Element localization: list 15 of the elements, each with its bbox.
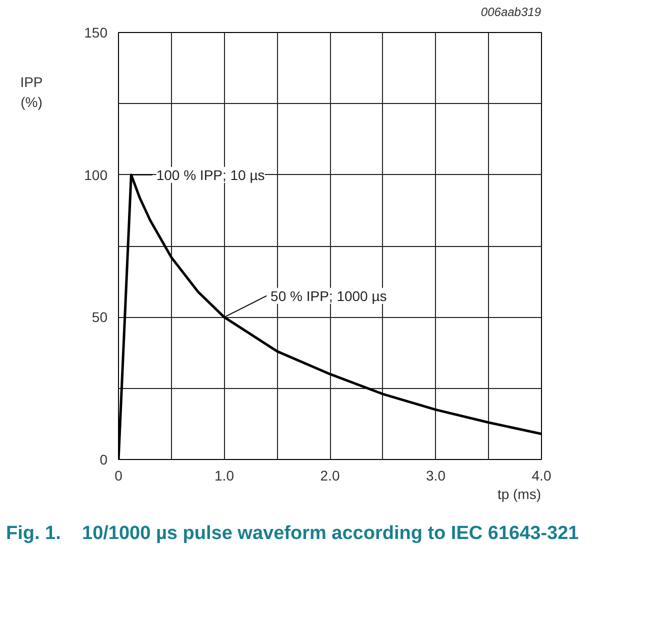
x-tick-label: 1.0 xyxy=(214,468,234,484)
y-tick-label: 0 xyxy=(100,452,108,468)
x-tick-label: 2.0 xyxy=(320,468,340,484)
x-axis-title: tp (ms) xyxy=(497,485,541,504)
x-tick-label: 0 xyxy=(114,468,123,484)
annotation: 50 % IPP; 1000 µs xyxy=(270,288,387,304)
x-tick-label: 4.0 xyxy=(532,468,552,484)
y-tick-label: 50 xyxy=(92,309,108,326)
y-tick-label: 150 xyxy=(84,24,108,40)
y-tick-label: 100 xyxy=(84,166,108,183)
x-tick-label: 3.0 xyxy=(426,468,446,484)
text: Fig. 1. 10/1000 µs pulse waveform according to IEC 61643-321 xyxy=(6,522,579,546)
text: 006aab319 xyxy=(480,4,541,21)
y-axis-title: IPP (%) xyxy=(20,73,43,112)
annotation: 100 % IPP; 10 µs xyxy=(156,166,265,183)
